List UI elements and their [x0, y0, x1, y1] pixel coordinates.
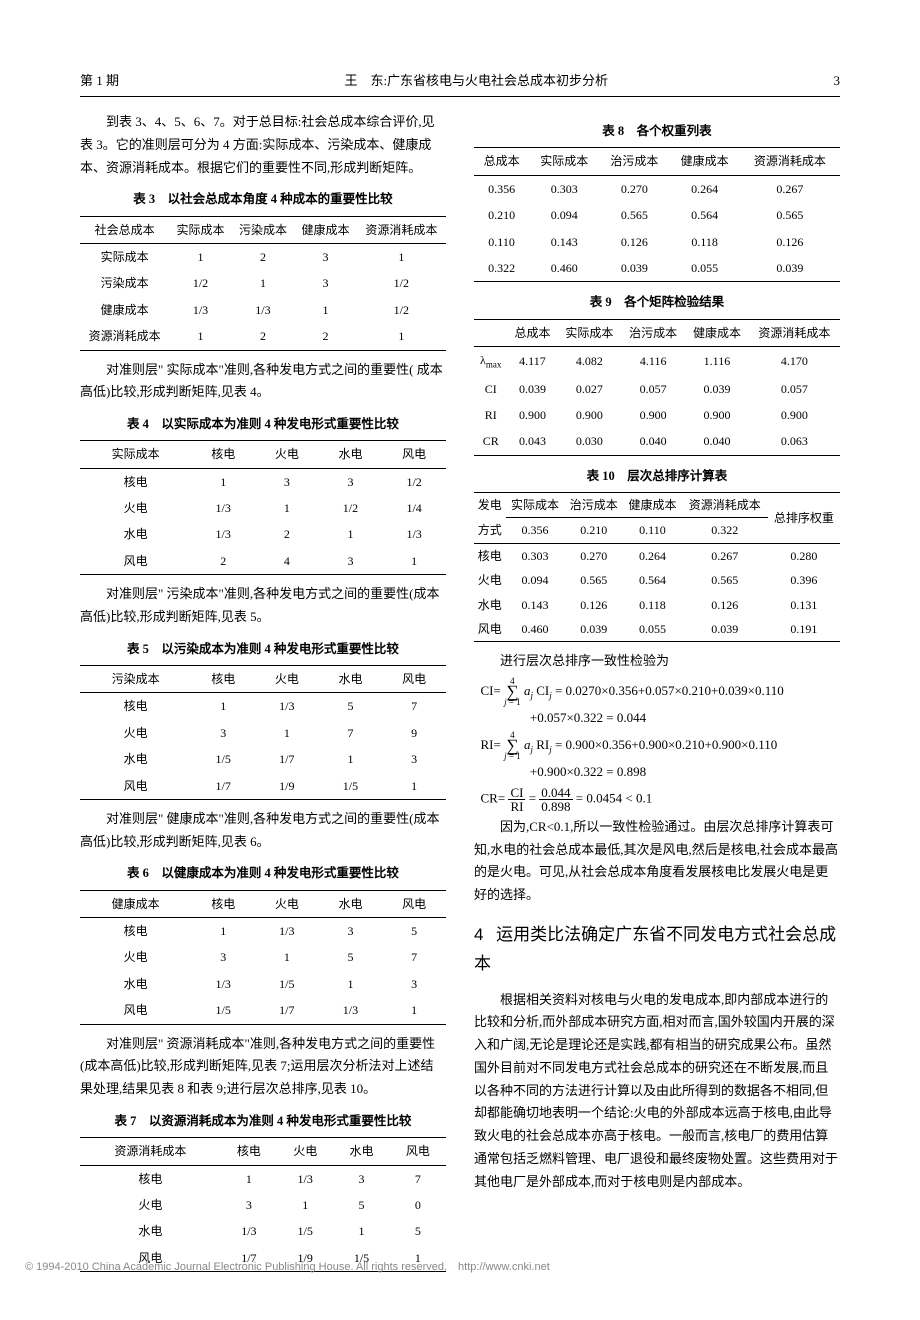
table10-caption: 表 10 层次总排序计算表 [474, 466, 840, 487]
table9-caption: 表 9 各个矩阵检验结果 [474, 292, 840, 313]
table4: 实际成本核电火电水电风电 核电1331/2 火电1/311/21/4 水电1/3… [80, 440, 446, 575]
page-number: 3 [833, 70, 840, 92]
th: 污染成本 [232, 216, 294, 243]
paragraph: 到表 3、4、5、6、7。对于总目标:社会总成本综合评价,见表 3。它的准则层可… [80, 111, 446, 179]
table3: 社会总成本 实际成本 污染成本 健康成本 资源消耗成本 实际成本1231 污染成… [80, 216, 446, 351]
table8: 总成本实际成本治污成本健康成本资源消耗成本 0.3560.3030.2700.2… [474, 147, 840, 282]
paragraph: 对准则层" 实际成本"准则,各种发电方式之间的重要性( 成本高低)比较,形成判断… [80, 359, 446, 405]
section-4-heading: 4运用类比法确定广东省不同发电方式社会总成本 [474, 921, 840, 979]
two-column-layout: 到表 3、4、5、6、7。对于总目标:社会总成本综合评价,见表 3。它的准则层可… [80, 111, 840, 1280]
left-column: 到表 3、4、5、6、7。对于总目标:社会总成本综合评价,见表 3。它的准则层可… [80, 111, 446, 1280]
math-intro: 进行层次总排序一致性检验为 [474, 650, 840, 673]
table7-caption: 表 7 以资源消耗成本为准则 4 种发电形式重要性比较 [80, 1111, 446, 1132]
equation-ci: CI= 4 ∑ j = 1 aj CIj = 0.0270×0.356+0.05… [481, 677, 841, 728]
running-header: 第 1 期 王 东:广东省核电与火电社会总成本初步分析 3 [80, 70, 840, 97]
table9: 总成本实际成本治污成本健康成本资源消耗成本 λmax4.1174.0824.11… [474, 319, 840, 456]
issue-number: 第 1 期 [80, 70, 119, 92]
table7: 资源消耗成本核电火电水电风电 核电11/337 火电3150 水电1/31/51… [80, 1137, 446, 1272]
paragraph: 对准则层" 健康成本"准则,各种发电方式之间的重要性(成本高低)比较,形成判断矩… [80, 808, 446, 854]
equation-ri: RI= 4 ∑ j = 1 aj RIj = 0.900×0.356+0.900… [481, 731, 841, 782]
table6: 健康成本核电火电水电风电 核电11/335 火电3157 水电1/31/513 … [80, 890, 446, 1025]
th: 资源消耗成本 [357, 216, 446, 243]
table3-caption: 表 3 以社会总成本角度 4 种成本的重要性比较 [80, 189, 446, 210]
paragraph: 对准则层" 资源消耗成本"准则,各种发电方式之间的重要性(成本高低)比较,形成判… [80, 1033, 446, 1101]
table5-caption: 表 5 以污染成本为准则 4 种发电形式重要性比较 [80, 639, 446, 660]
paragraph: 对准则层" 污染成本"准则,各种发电方式之间的重要性(成本高低)比较,形成判断矩… [80, 583, 446, 629]
th: 健康成本 [294, 216, 356, 243]
equation-cr: CR= CI RI = 0.044 0.898 = 0.0454 < 0.1 [481, 786, 841, 813]
table8-caption: 表 8 各个权重列表 [474, 121, 840, 142]
running-title: 王 东:广东省核电与火电社会总成本初步分析 [344, 70, 608, 92]
section-4-body: 根据相关资料对核电与火电的发电成本,即内部成本进行的比较和分析,而外部成本研究方… [474, 989, 840, 1194]
th: 社会总成本 [80, 216, 169, 243]
th: 实际成本 [169, 216, 231, 243]
table6-caption: 表 6 以健康成本为准则 4 种发电形式重要性比较 [80, 863, 446, 884]
table5: 污染成本核电火电水电风电 核电11/357 火电3179 水电1/51/713 … [80, 665, 446, 800]
conclusion-paragraph: 因为,CR<0.1,所以一致性检验通过。由层次总排序计算表可知,水电的社会总成本… [474, 816, 840, 907]
copyright-footer: © 1994-2010 China Academic Journal Elect… [0, 1258, 920, 1277]
right-column: 表 8 各个权重列表 总成本实际成本治污成本健康成本资源消耗成本 0.3560.… [474, 111, 840, 1280]
page: 第 1 期 王 东:广东省核电与火电社会总成本初步分析 3 到表 3、4、5、6… [0, 0, 920, 1320]
table10: 发电实际成本治污成本健康成本资源消耗成本总排序权重 方式 0.356 0.210… [474, 492, 840, 642]
table4-caption: 表 4 以实际成本为准则 4 种发电形式重要性比较 [80, 414, 446, 435]
